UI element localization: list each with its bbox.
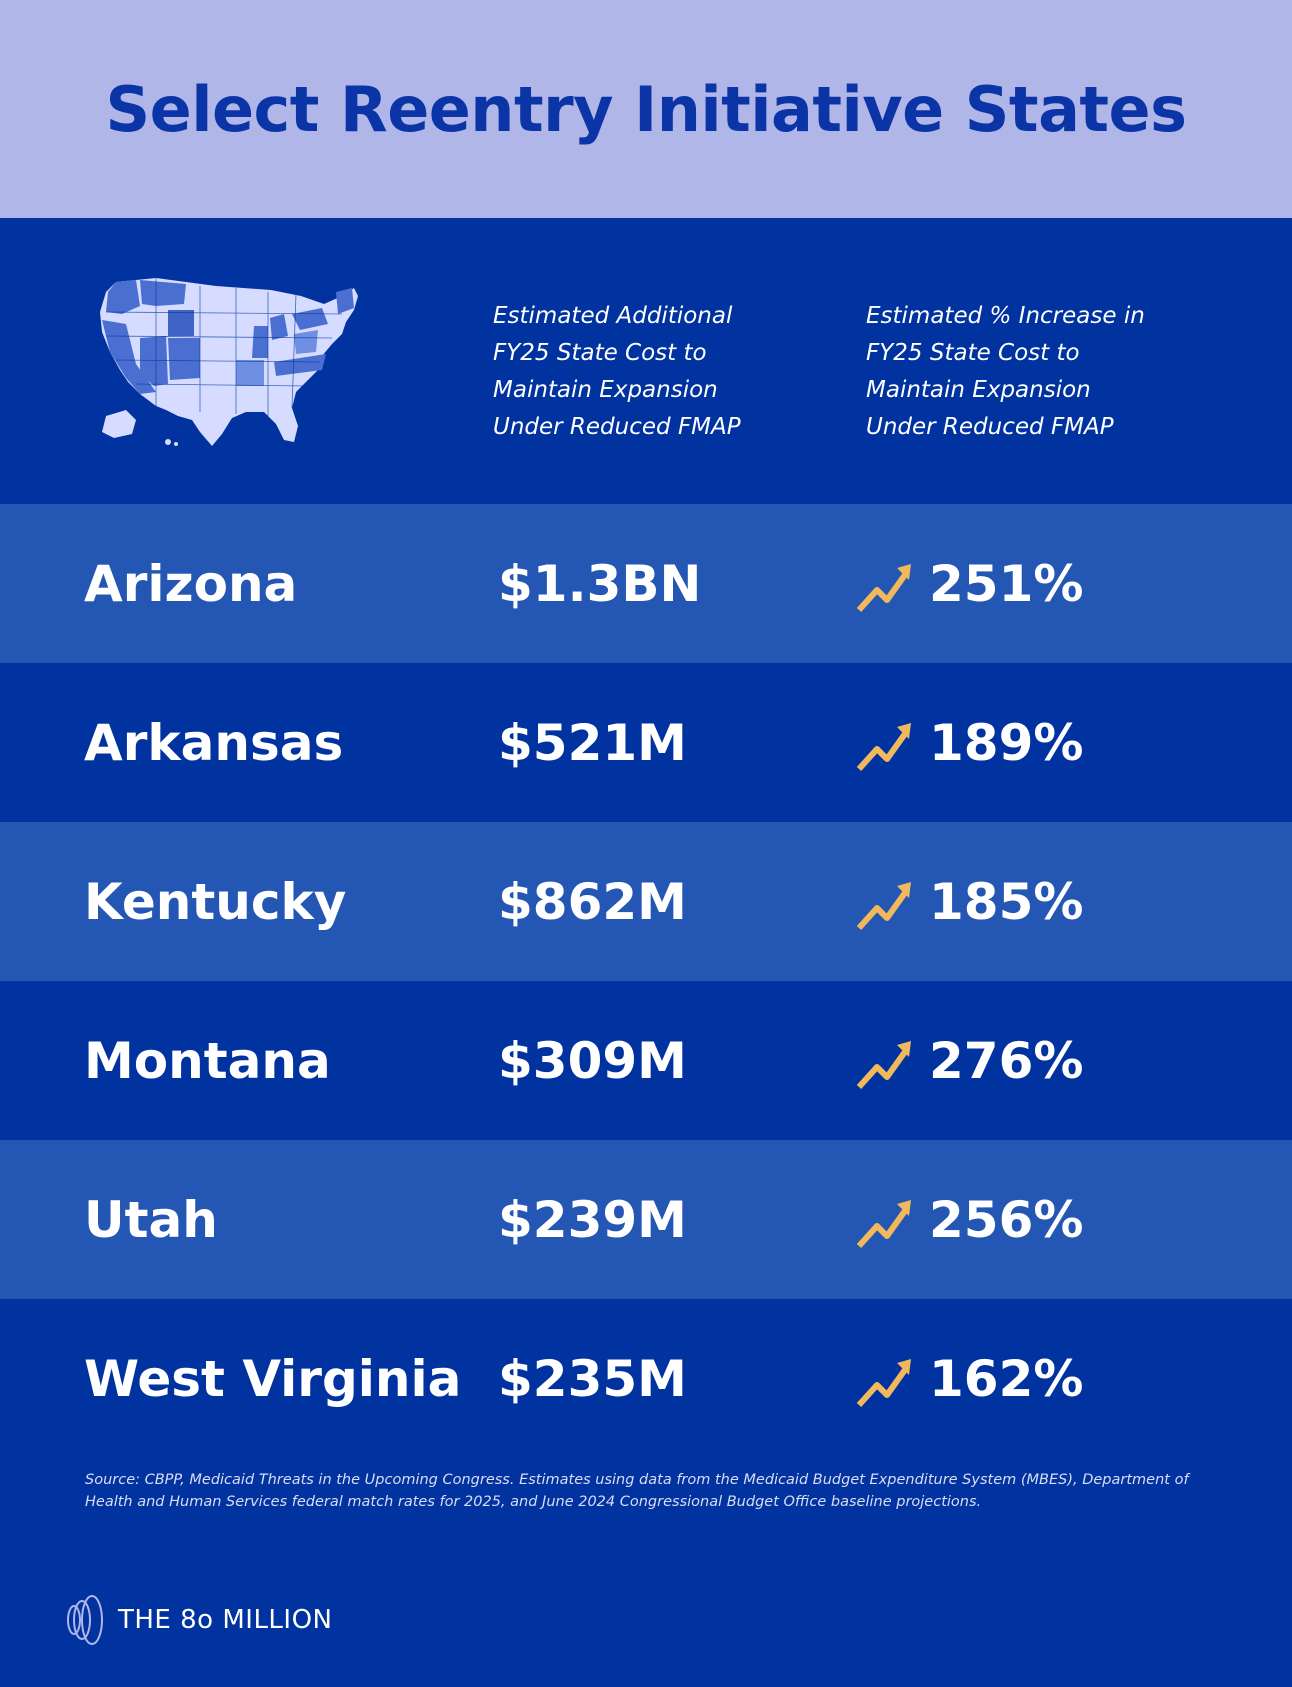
cost-column-header: Estimated Additional FY25 State Cost to … — [493, 303, 741, 440]
trend-up-arrow-icon — [856, 563, 911, 612]
state-percent: 276% — [929, 1031, 1084, 1090]
state-percent: 185% — [929, 872, 1084, 931]
state-cost: $235M — [498, 1349, 687, 1408]
brand: THE 8o MILLION — [64, 1594, 333, 1646]
state-percent-cell: 185% — [855, 822, 1083, 981]
table-row: Utah $239M 256% — [0, 1140, 1292, 1299]
trend-up-arrow-icon — [856, 881, 911, 930]
state-cost: $309M — [498, 1031, 687, 1090]
us-map-icon — [100, 278, 358, 446]
state-cost: $1.3BN — [498, 554, 702, 613]
percent-column-header: Estimated % Increase in FY25 State Cost … — [866, 303, 1145, 440]
state-table: Arizona $1.3BN 251% Arkansas $521M 189% … — [0, 504, 1292, 1458]
state-percent-cell: 276% — [855, 981, 1083, 1140]
trend-up-arrow-icon — [856, 722, 911, 771]
state-cost: $239M — [498, 1190, 687, 1249]
title-band: Select Reentry Initiative States — [0, 0, 1292, 218]
state-percent-cell: 256% — [855, 1140, 1083, 1299]
trend-up-arrow-icon — [856, 1358, 911, 1407]
table-row: West Virginia $235M 162% — [0, 1299, 1292, 1458]
state-cost: $862M — [498, 872, 687, 931]
table-row: Arkansas $521M 189% — [0, 663, 1292, 822]
state-percent-cell: 189% — [855, 663, 1083, 822]
table-header: Estimated Additional FY25 State Cost to … — [0, 218, 1292, 504]
state-percent: 251% — [929, 554, 1084, 613]
state-percent: 162% — [929, 1349, 1084, 1408]
source-note: Source: CBPP, Medicaid Threats in the Up… — [85, 1472, 1189, 1510]
page-title: Select Reentry Initiative States — [105, 72, 1187, 146]
table-row: Montana $309M 276% — [0, 981, 1292, 1140]
table-row: Arizona $1.3BN 251% — [0, 504, 1292, 663]
state-percent: 189% — [929, 713, 1084, 772]
state-name: Utah — [84, 1190, 218, 1249]
state-percent-cell: 251% — [855, 504, 1083, 663]
state-name: Arkansas — [84, 713, 344, 772]
state-percent: 256% — [929, 1190, 1084, 1249]
table-row: Kentucky $862M 185% — [0, 822, 1292, 981]
brand-name: THE 8o MILLION — [118, 1605, 333, 1635]
state-percent-cell: 162% — [855, 1299, 1083, 1458]
state-name: Arizona — [84, 554, 298, 613]
brand-logo-icon — [67, 1595, 103, 1645]
state-cost: $521M — [498, 713, 687, 772]
state-name: Kentucky — [84, 872, 347, 931]
trend-up-arrow-icon — [856, 1040, 911, 1089]
state-name: Montana — [84, 1031, 331, 1090]
state-name: West Virginia — [84, 1349, 462, 1408]
trend-up-arrow-icon — [856, 1199, 911, 1248]
